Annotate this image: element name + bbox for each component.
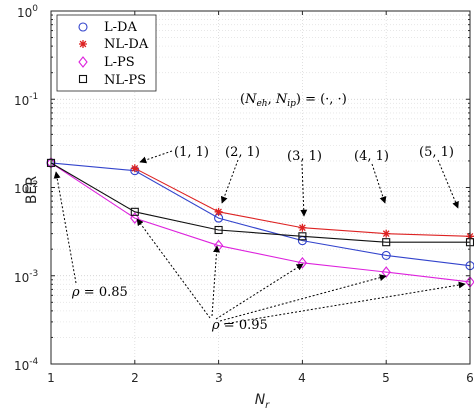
- x-tick-label: 6: [466, 371, 474, 385]
- data-point-nl-da: [214, 207, 223, 216]
- legend-marker-l-ps: [78, 56, 88, 68]
- x-tick-label: 1: [47, 371, 55, 385]
- y-tick-label: 10-1: [14, 92, 38, 108]
- rho-095-label: ρ = 0.95: [211, 318, 268, 333]
- legend-label-l-ps: L-PS: [104, 55, 135, 70]
- data-point-l-da: [381, 250, 391, 260]
- data-point-nl-ps: [130, 207, 139, 216]
- data-point-nl-da: [130, 164, 139, 173]
- arrow-rho-095-a: [136, 218, 211, 319]
- data-point-l-ps: [130, 212, 140, 224]
- series-line-l-ps: [50, 162, 471, 283]
- series-line-l-da: [50, 162, 471, 267]
- pair-label-3-1: (3, 1): [287, 149, 322, 164]
- pair-label-4-1: (4, 1): [354, 149, 389, 164]
- arrow-rho-085: [53, 171, 77, 284]
- y-tick-label: 100: [17, 4, 38, 20]
- legend-marker-nl-da: [79, 40, 87, 48]
- data-point-nl-ps: [214, 225, 223, 235]
- annotation-arrows: [53, 150, 466, 325]
- pair-label-1-1: (1, 1): [174, 145, 209, 160]
- y-tick-label: 10-4: [14, 357, 39, 373]
- y-tick-label: 10-3: [14, 269, 38, 285]
- legend: L-DA NL-DA L-PS NL-PS: [56, 14, 157, 92]
- arrow-5-1: [437, 159, 459, 209]
- arrow-rho-095-e: [223, 281, 466, 325]
- param-annotation: (Neh, Nip) = (·, ·): [240, 92, 347, 109]
- arrow-3-1: [300, 163, 308, 217]
- y-axis-title: BER: [24, 176, 40, 204]
- pair-label-2-1: (2, 1): [225, 145, 260, 160]
- legend-box: [56, 14, 157, 92]
- data-point-nl-ps: [298, 232, 307, 241]
- legend-label-l-da: L-DA: [104, 20, 137, 35]
- y-tick-label: 10-2: [14, 180, 38, 196]
- arrow-rho-095-d: [219, 274, 387, 322]
- x-tick-label: 4: [298, 371, 306, 385]
- data-point-nl-ps: [382, 238, 391, 247]
- arrow-rho-095-c: [215, 263, 304, 320]
- ticks: [50, 11, 471, 365]
- legend-marker-nl-ps: [78, 74, 88, 84]
- pair-label-5-1: (5, 1): [419, 145, 454, 160]
- rho-085-label: ρ = 0.85: [71, 285, 128, 300]
- legend-label-nl-ps: NL-PS: [104, 73, 146, 88]
- legend-markers: [78, 22, 88, 84]
- legend-marker-l-da: [78, 22, 88, 32]
- data-point-nl-da: [382, 229, 391, 238]
- x-axis-title: Nr: [255, 392, 270, 410]
- x-tick-label: 2: [131, 371, 139, 385]
- data-point-nl-da: [298, 223, 307, 232]
- x-tick-label: 3: [215, 371, 223, 385]
- series-nl-ps: [46, 158, 474, 247]
- legend-label-nl-da: NL-DA: [104, 37, 149, 52]
- arrow-1-1: [139, 150, 173, 164]
- arrow-4-1: [371, 163, 387, 204]
- series-line-nl-ps: [50, 162, 470, 243]
- x-tick-label: 5: [382, 371, 390, 385]
